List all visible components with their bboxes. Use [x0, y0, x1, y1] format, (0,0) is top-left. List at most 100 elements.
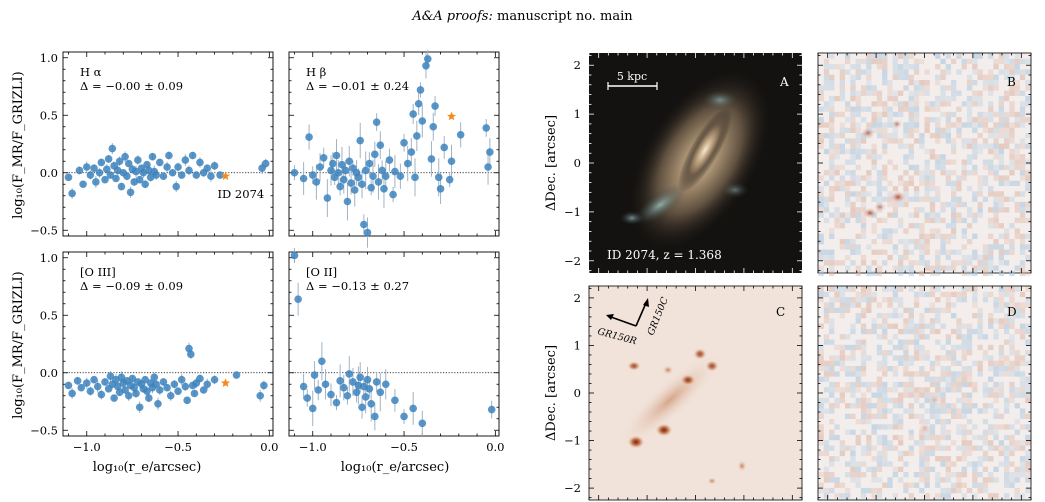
- noise-pixel: [1025, 69, 1031, 75]
- noise-pixel: [903, 339, 909, 345]
- noise-pixel: [898, 313, 904, 319]
- noise-pixel: [834, 154, 840, 160]
- data-point: [187, 350, 195, 359]
- noise-pixel: [1004, 360, 1010, 366]
- noise-pixel: [977, 148, 983, 155]
- noise-pixel: [993, 413, 999, 419]
- data-point: [174, 163, 182, 171]
- noise-pixel: [887, 106, 893, 112]
- noise-pixel: [876, 424, 883, 430]
- noise-pixel: [993, 133, 999, 139]
- noise-pixel: [945, 122, 951, 128]
- noise-pixel: [961, 297, 967, 303]
- noise-pixel: [855, 122, 861, 128]
- noise-pixel: [871, 154, 877, 160]
- noise-pixel: [951, 344, 957, 351]
- noise-pixel: [966, 186, 973, 192]
- noise-pixel: [961, 159, 967, 165]
- noise-pixel: [1004, 313, 1010, 319]
- noise-pixel: [823, 360, 830, 366]
- noise-pixel: [898, 74, 904, 80]
- noise-pixel: [823, 466, 830, 472]
- noise-pixel: [892, 69, 898, 75]
- noise-pixel: [1009, 286, 1015, 292]
- noise-pixel: [982, 392, 989, 398]
- noise-pixel: [829, 366, 835, 372]
- noise-pixel: [829, 297, 835, 303]
- noise-pixel: [887, 297, 893, 303]
- noise-pixel: [839, 297, 845, 303]
- noise-pixel: [919, 450, 925, 457]
- noise-pixel: [876, 413, 883, 419]
- noise-pixel: [993, 207, 999, 213]
- noise-pixel: [1014, 122, 1020, 128]
- noise-pixel: [1014, 445, 1020, 451]
- noise-pixel: [903, 318, 909, 324]
- noise-pixel: [876, 366, 883, 372]
- noise-pixel: [929, 217, 936, 224]
- noise-pixel: [1009, 339, 1015, 345]
- noise-pixel: [903, 106, 909, 112]
- noise-pixel: [945, 445, 951, 451]
- noise-pixel: [924, 260, 930, 266]
- noise-pixel: [924, 217, 930, 224]
- noise-pixel: [1014, 154, 1020, 160]
- noise-pixel: [823, 445, 830, 451]
- data-point: [188, 151, 197, 160]
- delta-label: Δ = −0.13 ± 0.27: [306, 279, 409, 293]
- noise-pixel: [913, 80, 920, 86]
- noise-pixel: [1004, 323, 1010, 329]
- noise-pixel: [998, 254, 1004, 261]
- noise-pixel: [850, 450, 856, 457]
- noise-pixel: [1014, 64, 1020, 70]
- noise-pixel: [966, 154, 973, 160]
- data-point: [343, 197, 352, 206]
- noise-pixel: [882, 249, 888, 255]
- data-point: [123, 172, 131, 180]
- noise-pixel: [903, 74, 909, 80]
- noise-pixel: [1004, 64, 1010, 70]
- noise-pixel: [940, 456, 946, 462]
- noise-pixel: [924, 371, 930, 377]
- noise-pixel: [829, 64, 835, 70]
- noise-pixel: [818, 117, 824, 123]
- noise-pixel: [882, 80, 888, 86]
- data-point: [329, 159, 337, 168]
- noise-pixel: [982, 143, 989, 149]
- data-point: [381, 380, 390, 389]
- noise-pixel: [956, 408, 962, 414]
- noise-pixel: [1019, 456, 1026, 462]
- noise-pixel: [818, 366, 824, 372]
- noise-pixel: [935, 254, 941, 261]
- data-point: [185, 344, 193, 353]
- noise-pixel: [972, 270, 978, 277]
- noise-pixel: [892, 186, 898, 192]
- noise-pixel: [839, 239, 845, 245]
- noise-pixel: [887, 85, 893, 91]
- noise-pixel: [998, 350, 1004, 356]
- noise-pixel: [1019, 371, 1026, 377]
- noise-pixel: [966, 429, 973, 435]
- noise-pixel: [988, 445, 994, 451]
- noise-pixel: [903, 69, 909, 75]
- noise-pixel: [855, 366, 861, 372]
- noise-pixel: [866, 434, 872, 441]
- noise-pixel: [876, 196, 883, 202]
- noise-pixel: [903, 64, 909, 70]
- noise-pixel: [945, 291, 951, 298]
- noise-pixel: [829, 53, 835, 59]
- noise-pixel: [860, 397, 867, 404]
- noise-pixel: [1025, 450, 1031, 457]
- noise-pixel: [882, 58, 888, 65]
- noise-pixel: [839, 95, 845, 102]
- noise-pixel: [935, 445, 941, 451]
- noise-pixel: [988, 148, 994, 155]
- noise-pixel: [892, 313, 898, 319]
- noise-pixel: [1014, 307, 1020, 313]
- noise-pixel: [977, 111, 983, 118]
- noise-pixel: [1004, 408, 1010, 414]
- noise-pixel: [940, 344, 946, 351]
- noise-pixel: [834, 260, 840, 266]
- noise-pixel: [982, 450, 989, 457]
